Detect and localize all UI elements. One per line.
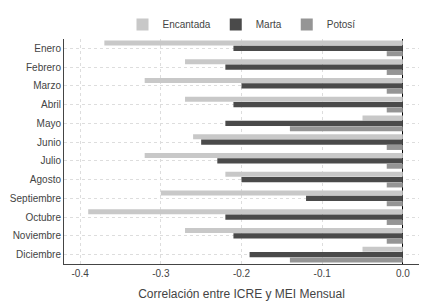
svg-text:Diciembre: Diciembre bbox=[16, 249, 61, 260]
svg-text:-0.4: -0.4 bbox=[72, 268, 90, 279]
svg-text:Junio: Junio bbox=[37, 137, 61, 148]
svg-text:Marzo: Marzo bbox=[33, 80, 61, 91]
svg-text:Febrero: Febrero bbox=[26, 62, 61, 73]
svg-text:Mayo: Mayo bbox=[37, 118, 62, 129]
svg-text:Encantada: Encantada bbox=[163, 19, 211, 30]
svg-text:Agosto: Agosto bbox=[30, 174, 62, 185]
svg-text:Noviembre: Noviembre bbox=[13, 230, 62, 241]
svg-text:-0.2: -0.2 bbox=[233, 268, 251, 279]
svg-text:-0.3: -0.3 bbox=[152, 268, 170, 279]
svg-text:-0.1: -0.1 bbox=[314, 268, 332, 279]
svg-text:Abril: Abril bbox=[41, 99, 61, 110]
svg-text:Enero: Enero bbox=[34, 43, 61, 54]
svg-text:0.0: 0.0 bbox=[396, 268, 410, 279]
svg-text:Marta: Marta bbox=[256, 19, 282, 30]
svg-text:Correlación entre ICRE y MEI M: Correlación entre ICRE y MEI Mensual bbox=[138, 287, 345, 301]
svg-text:Potosí: Potosí bbox=[327, 19, 356, 30]
svg-text:Septiembre: Septiembre bbox=[10, 193, 62, 204]
svg-text:Octubre: Octubre bbox=[25, 212, 61, 223]
svg-text:Julio: Julio bbox=[40, 155, 61, 166]
